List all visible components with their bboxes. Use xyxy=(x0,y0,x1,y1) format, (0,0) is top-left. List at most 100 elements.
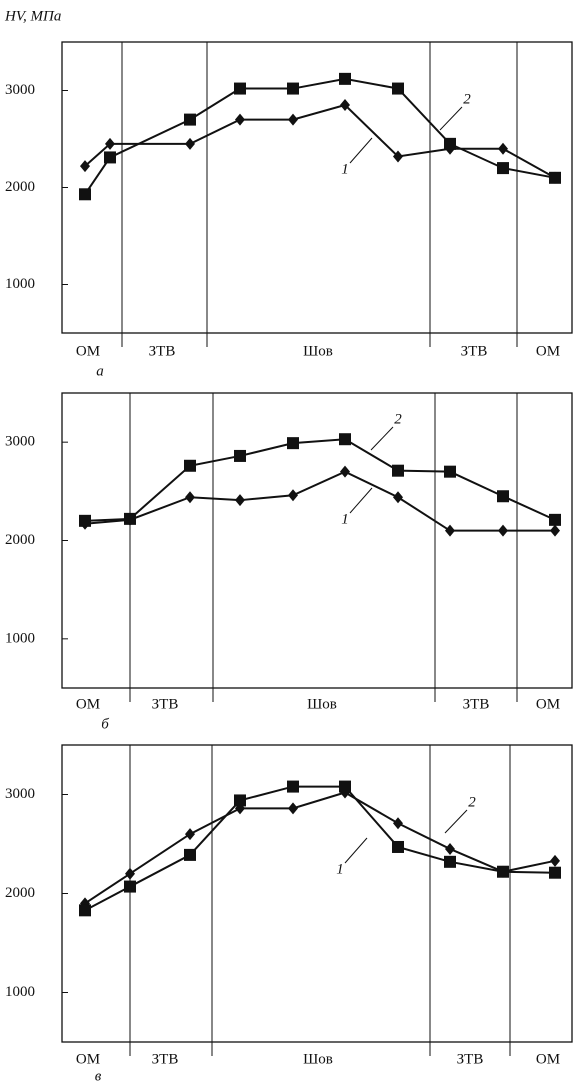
panel-label: в xyxy=(95,1068,102,1083)
zone-label: ЗТВ xyxy=(152,696,179,712)
y-tick-label: 3000 xyxy=(5,786,35,802)
y-axis-label: HV, МПа xyxy=(4,8,61,24)
series-line xyxy=(84,438,556,522)
zone-label: Шов xyxy=(303,1051,333,1067)
series-line xyxy=(84,103,556,179)
marker-diamond xyxy=(340,465,350,478)
plot-frame xyxy=(61,744,573,1043)
marker-diamond xyxy=(235,494,245,507)
y-tick-label: 3000 xyxy=(5,434,35,450)
marker-square xyxy=(234,794,246,807)
series-label: 1 xyxy=(341,511,349,527)
y-tick-label: 1000 xyxy=(5,984,35,1000)
marker-square xyxy=(339,433,351,446)
marker-square xyxy=(287,437,299,450)
leader-line xyxy=(444,809,468,834)
panel-label: б xyxy=(101,716,109,732)
marker-square xyxy=(124,512,136,525)
marker-square xyxy=(339,72,351,85)
series-line xyxy=(84,470,555,532)
marker-diamond xyxy=(498,524,508,537)
series-line xyxy=(84,791,556,905)
marker-diamond xyxy=(235,113,245,126)
marker-square xyxy=(287,82,299,95)
marker-diamond xyxy=(550,854,560,867)
marker-square xyxy=(79,188,91,201)
marker-diamond xyxy=(185,828,195,841)
zone-label: ЗТВ xyxy=(149,343,176,359)
marker-square xyxy=(104,151,116,164)
leader-line xyxy=(370,426,394,451)
y-tick-label: 1000 xyxy=(5,630,35,646)
series-label: 2 xyxy=(463,91,471,107)
y-tick-label: 1000 xyxy=(5,276,35,292)
leader-line xyxy=(349,487,373,514)
series-label: 2 xyxy=(468,794,476,810)
zone-label: ЗТВ xyxy=(463,696,490,712)
zone-label: ОМ xyxy=(536,696,560,712)
panel-label: а xyxy=(96,363,104,379)
y-tick-label: 2000 xyxy=(5,885,35,901)
marker-diamond xyxy=(185,491,195,504)
marker-diamond xyxy=(393,150,403,163)
marker-square xyxy=(549,866,561,879)
series-label: 2 xyxy=(394,411,402,427)
marker-diamond xyxy=(498,142,508,155)
leader-line xyxy=(344,837,368,864)
marker-square xyxy=(392,464,404,477)
zone-label: ОМ xyxy=(76,696,100,712)
marker-diamond xyxy=(550,524,560,537)
series-line xyxy=(84,77,556,195)
marker-square xyxy=(497,865,509,878)
zone-label: Шов xyxy=(307,696,337,712)
marker-diamond xyxy=(445,842,455,855)
zone-label: ЗТВ xyxy=(152,1051,179,1067)
marker-square xyxy=(124,880,136,893)
marker-square xyxy=(444,855,456,868)
marker-diamond xyxy=(185,137,195,150)
marker-square xyxy=(79,904,91,917)
marker-square xyxy=(287,780,299,793)
zone-label: ОМ xyxy=(536,343,560,359)
marker-square xyxy=(79,514,91,527)
y-tick-label: 2000 xyxy=(5,532,35,548)
marker-diamond xyxy=(80,160,90,173)
zone-label: Шов xyxy=(303,343,333,359)
marker-diamond xyxy=(340,99,350,112)
plot-frame xyxy=(61,392,573,689)
series-line xyxy=(84,785,556,912)
marker-square xyxy=(234,82,246,95)
zone-label: ЗТВ xyxy=(461,343,488,359)
marker-diamond xyxy=(288,113,298,126)
marker-square xyxy=(184,848,196,861)
marker-square xyxy=(444,465,456,478)
marker-diamond xyxy=(393,491,403,504)
plot-frame xyxy=(61,41,573,334)
marker-square xyxy=(234,449,246,462)
series-label: 1 xyxy=(341,161,349,177)
marker-diamond xyxy=(445,524,455,537)
marker-diamond xyxy=(105,137,115,150)
marker-diamond xyxy=(125,867,135,880)
marker-square xyxy=(184,113,196,126)
marker-square xyxy=(549,171,561,184)
marker-square xyxy=(444,137,456,150)
zone-label: ОМ xyxy=(536,1051,560,1067)
marker-square xyxy=(497,490,509,503)
marker-square xyxy=(497,162,509,175)
leader-line xyxy=(349,137,373,164)
series-label: 1 xyxy=(336,861,344,877)
marker-square xyxy=(392,840,404,853)
marker-square xyxy=(392,82,404,95)
marker-diamond xyxy=(393,817,403,830)
leader-line xyxy=(439,106,463,131)
marker-square xyxy=(184,459,196,472)
marker-diamond xyxy=(288,802,298,815)
marker-square xyxy=(549,513,561,526)
zone-label: ЗТВ xyxy=(457,1051,484,1067)
marker-square xyxy=(339,780,351,793)
zone-label: ОМ xyxy=(76,1051,100,1067)
zone-label: ОМ xyxy=(76,343,100,359)
marker-diamond xyxy=(288,489,298,502)
